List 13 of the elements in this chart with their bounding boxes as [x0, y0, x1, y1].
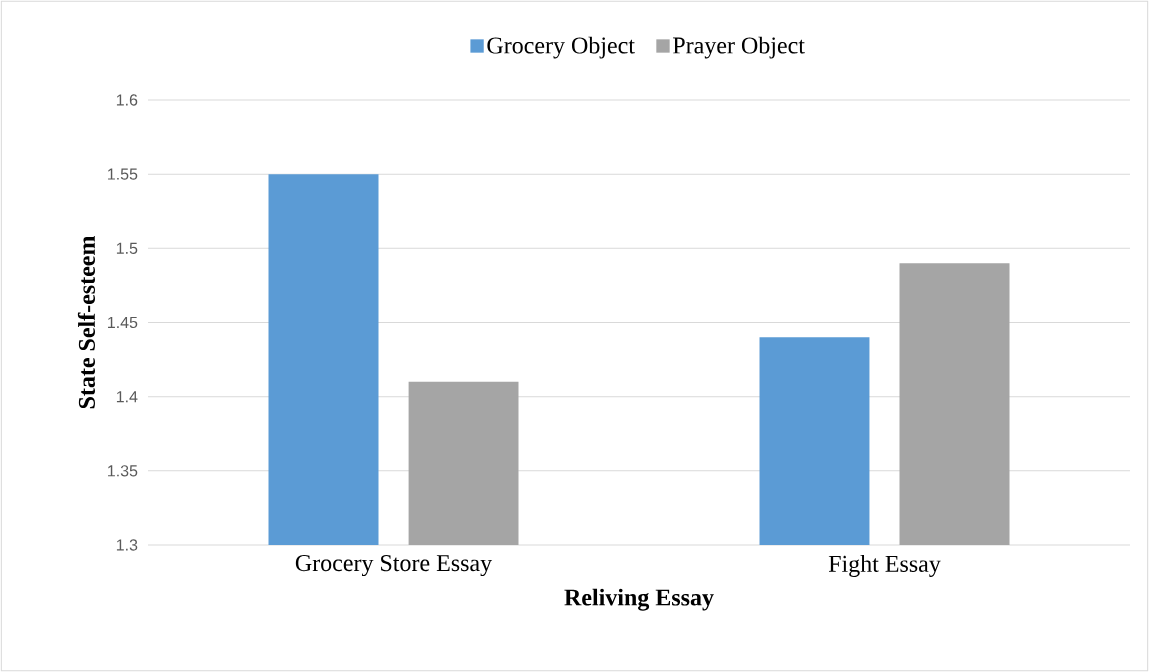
- y-tick-label: 1.5: [116, 242, 138, 254]
- y-tick-label: 1.35: [108, 465, 138, 477]
- legend-label: Prayer Object: [673, 36, 805, 59]
- y-tick-label: 1.3: [116, 539, 138, 551]
- y-axis-title: State Self-esteem: [77, 235, 95, 409]
- x-tick-label: Fight Essay: [828, 555, 941, 577]
- y-tick-label: 1.6: [116, 94, 138, 106]
- y-tick-label: 1.4: [116, 391, 138, 403]
- y-tick-label: 1.55: [108, 168, 138, 180]
- legend-label: Grocery Object: [487, 36, 635, 59]
- y-tick-label: 1.45: [108, 316, 138, 329]
- x-tick-label: Grocery Store Essay: [295, 555, 493, 577]
- x-axis-title: Reliving Essay: [564, 588, 714, 611]
